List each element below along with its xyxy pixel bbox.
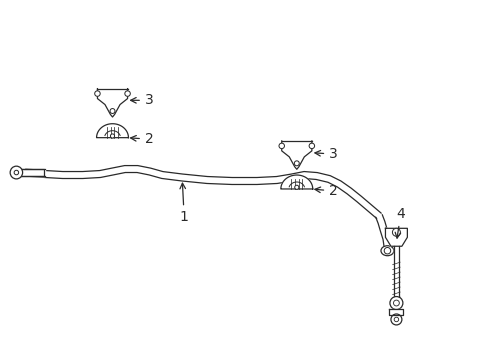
- Polygon shape: [385, 228, 407, 246]
- Ellipse shape: [10, 166, 22, 179]
- Polygon shape: [12, 169, 45, 176]
- Circle shape: [110, 109, 115, 113]
- Polygon shape: [12, 169, 44, 176]
- Circle shape: [110, 134, 114, 138]
- Polygon shape: [25, 166, 381, 219]
- Polygon shape: [280, 175, 312, 189]
- Polygon shape: [97, 89, 127, 117]
- Polygon shape: [375, 215, 390, 246]
- Circle shape: [393, 300, 399, 306]
- Circle shape: [95, 91, 100, 96]
- Circle shape: [392, 228, 400, 236]
- Ellipse shape: [380, 246, 393, 256]
- Polygon shape: [388, 310, 403, 315]
- Circle shape: [308, 143, 314, 149]
- Circle shape: [393, 317, 398, 322]
- Circle shape: [389, 297, 402, 310]
- Polygon shape: [96, 124, 128, 138]
- Text: 2: 2: [314, 184, 337, 198]
- Circle shape: [294, 161, 299, 166]
- Text: 1: 1: [180, 183, 188, 224]
- Circle shape: [14, 170, 19, 175]
- Text: 3: 3: [130, 93, 153, 107]
- Circle shape: [279, 143, 284, 149]
- Circle shape: [124, 91, 130, 96]
- Text: 2: 2: [130, 132, 153, 146]
- Text: 4: 4: [394, 207, 405, 238]
- Text: 3: 3: [314, 147, 337, 161]
- Polygon shape: [393, 246, 398, 303]
- Circle shape: [390, 314, 401, 325]
- Polygon shape: [281, 141, 311, 169]
- Circle shape: [384, 247, 390, 254]
- Circle shape: [294, 185, 298, 189]
